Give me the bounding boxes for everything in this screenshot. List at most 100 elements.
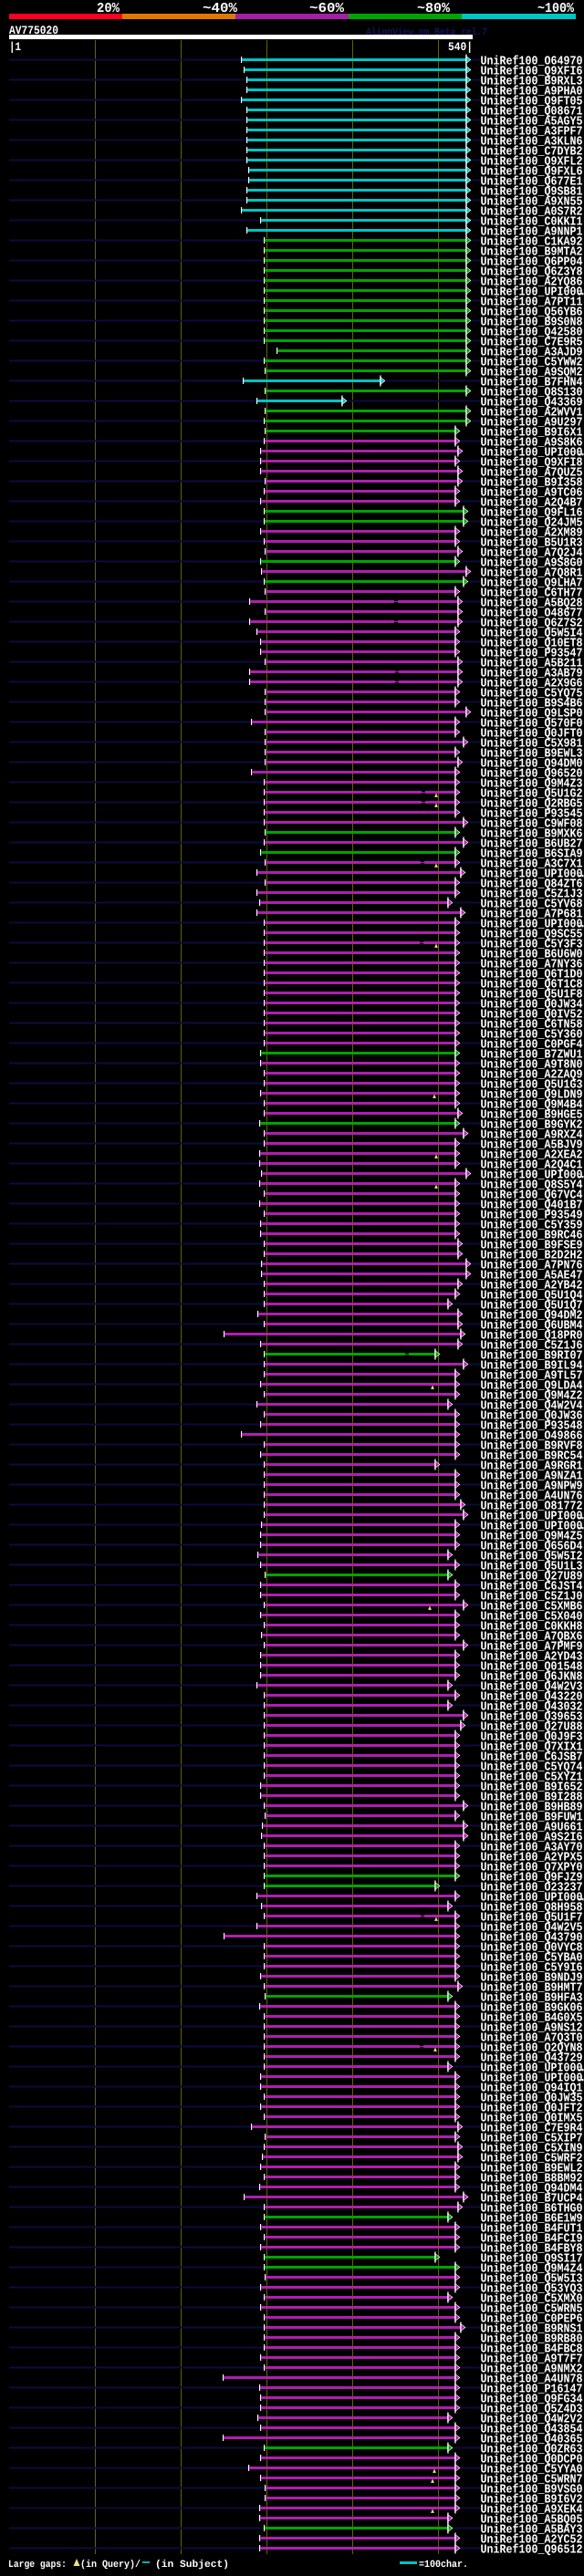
svg-text:UniRef100_Q43854: UniRef100_Q43854: [481, 2422, 583, 2436]
svg-text:UniRef100_Q7XIX1: UniRef100_Q7XIX1: [481, 1740, 583, 1754]
svg-text:UniRef100_A7NY36: UniRef100_A7NY36: [481, 957, 583, 971]
svg-text:UniRef100_A9XN55: UniRef100_A9XN55: [481, 194, 583, 209]
svg-text:UniRef100_Q4W2V2: UniRef100_Q4W2V2: [481, 2412, 583, 2426]
svg-text:UniRef100_B9IL94: UniRef100_B9IL94: [481, 1358, 583, 1373]
svg-text:UniRef100_Q9LSP0: UniRef100_Q9LSP0: [481, 706, 583, 721]
svg-text:UniRef100_A9T7F7: UniRef100_A9T7F7: [481, 2352, 583, 2366]
svg-text:UniRef100_A2Q4B7: UniRef100_A2Q4B7: [481, 495, 583, 510]
svg-text:UniRef100_C5YQ74: UniRef100_C5YQ74: [481, 1760, 583, 1774]
svg-text:UniRef100_A2YPX5: UniRef100_A2YPX5: [481, 1850, 583, 1864]
svg-text:UniRef100_A9NPW9: UniRef100_A9NPW9: [481, 1479, 583, 1493]
svg-text:UniRef100_A3AJD9: UniRef100_A3AJD9: [481, 345, 583, 359]
svg-text:UniRef100_B9HMT7: UniRef100_B9HMT7: [481, 1980, 583, 1995]
svg-text:UniRef100_B9RXL3: UniRef100_B9RXL3: [481, 74, 583, 88]
svg-text:UniRef100_B9I652: UniRef100_B9I652: [481, 1780, 583, 1794]
svg-text:UniRef100_Q5U1F8: UniRef100_Q5U1F8: [481, 987, 583, 1002]
svg-text:UniRef100_Q27U89: UniRef100_Q27U89: [481, 1569, 583, 1584]
svg-text:UniRef100_A9TL57: UniRef100_A9TL57: [481, 1368, 583, 1383]
svg-text:UniRef100_Q9FXL6: UniRef100_Q9FXL6: [481, 164, 583, 179]
svg-text:UniRef100_B9RNS1: UniRef100_B9RNS1: [481, 2322, 583, 2336]
svg-text:UniRef100_A2XM89: UniRef100_A2XM89: [481, 525, 583, 540]
svg-text:UniRef100_Q9XFI8: UniRef100_Q9XFI8: [481, 455, 583, 470]
svg-text:UniRef100_A7PN76: UniRef100_A7PN76: [481, 1258, 583, 1272]
svg-text:UniRef100_B9S0N8: UniRef100_B9S0N8: [481, 315, 583, 329]
svg-text:UniRef100_Q0VYC8: UniRef100_Q0VYC8: [481, 1940, 583, 1955]
svg-text:UniRef100_B9GYK2: UniRef100_B9GYK2: [481, 1117, 583, 1132]
svg-text:UniRef100_C5Y9I6: UniRef100_C5Y9I6: [481, 1960, 583, 1975]
svg-text:UniRef100_Q0J9F3: UniRef100_Q0J9F3: [481, 1729, 583, 1744]
svg-text:UniRef100_B9I288: UniRef100_B9I288: [481, 1790, 583, 1804]
svg-text:UniRef100_Q6T1D0: UniRef100_Q6T1D0: [481, 967, 583, 982]
svg-text:UniRef100_Q0IMX5: UniRef100_Q0IMX5: [481, 2111, 583, 2125]
svg-text:UniRef100_Q9FG34: UniRef100_Q9FG34: [481, 2392, 583, 2406]
svg-text:UniRef100_Q656D4: UniRef100_Q656D4: [481, 1539, 583, 1553]
svg-text:UniRef100_C6TN58: UniRef100_C6TN58: [481, 1017, 583, 1032]
svg-text:UniRef100_Q9LDA4: UniRef100_Q9LDA4: [481, 1378, 583, 1393]
svg-text:UniRef100_C7E9R4: UniRef100_C7E9R4: [481, 2121, 583, 2135]
svg-text:UniRef100_A2YQ86: UniRef100_A2YQ86: [481, 275, 583, 289]
svg-text:UniRef100_A5BQ05: UniRef100_A5BQ05: [481, 2512, 583, 2527]
svg-text:UniRef100_C5YV68: UniRef100_C5YV68: [481, 897, 583, 911]
svg-text:UniRef100_Q96512: UniRef100_Q96512: [481, 2542, 583, 2557]
svg-text:UniRef100_Q56YB6: UniRef100_Q56YB6: [481, 305, 583, 319]
svg-text:UniRef100_A4UN76: UniRef100_A4UN76: [481, 1489, 583, 1503]
svg-text:UniRef100_C5Z1J3: UniRef100_C5Z1J3: [481, 887, 583, 901]
svg-text:UniRef100_Q43032: UniRef100_Q43032: [481, 1699, 583, 1714]
svg-text:UniRef100_C5XYZ1: UniRef100_C5XYZ1: [481, 1770, 583, 1784]
svg-text:UniRef100_P16147: UniRef100_P16147: [481, 2382, 583, 2396]
svg-text:UniRef100_B8BM92: UniRef100_B8BM92: [481, 2171, 583, 2186]
svg-text:UniRef100_UPI000: UniRef100_UPI000: [481, 1890, 583, 1905]
svg-text:UniRef100_B4FCI9: UniRef100_B4FCI9: [481, 2231, 583, 2246]
svg-text:UniRef100_B5U1R3: UniRef100_B5U1R3: [481, 535, 583, 550]
svg-text:UniRef100_A3FPF7: UniRef100_A3FPF7: [481, 124, 583, 139]
svg-text:UniRef100_B9S4B6: UniRef100_B9S4B6: [481, 696, 583, 711]
svg-text:UniRef100_A2Q4C1: UniRef100_A2Q4C1: [481, 1158, 583, 1172]
svg-text:UniRef100_Q94DM2: UniRef100_Q94DM2: [481, 1308, 583, 1323]
svg-text:UniRef100_UPI000: UniRef100_UPI000: [481, 445, 583, 460]
svg-text:UniRef100_C5YQ75: UniRef100_C5YQ75: [481, 686, 583, 701]
svg-text:UniRef100_P93545: UniRef100_P93545: [481, 806, 583, 821]
svg-text:UniRef100_A9S8K6: UniRef100_A9S8K6: [481, 435, 583, 450]
svg-text:UniRef100_Q5U1G3: UniRef100_Q5U1G3: [481, 1077, 583, 1092]
svg-text:UniRef100_A3C7X1: UniRef100_A3C7X1: [481, 857, 583, 871]
svg-text:UniRef100_C5Y359: UniRef100_C5Y359: [481, 1218, 583, 1232]
svg-text:UniRef100_C5YBA0: UniRef100_C5YBA0: [481, 1950, 583, 1965]
svg-text:UniRef100_B9HFA3: UniRef100_B9HFA3: [481, 1990, 583, 2005]
svg-text:UniRef100_Q27U88: UniRef100_Q27U88: [481, 1719, 583, 1734]
svg-text:UniRef100_Q39653: UniRef100_Q39653: [481, 1709, 583, 1724]
svg-text:UniRef100_Q2QYN8: UniRef100_Q2QYN8: [481, 2041, 583, 2055]
svg-text:UniRef100_C5Y3F3: UniRef100_C5Y3F3: [481, 937, 583, 951]
svg-text:UniRef100_C6JSB7: UniRef100_C6JSB7: [481, 1750, 583, 1764]
svg-text:UniRef100_Q5W5I4: UniRef100_Q5W5I4: [481, 626, 583, 640]
svg-text:UniRef100_B6U6W0: UniRef100_B6U6W0: [481, 947, 583, 961]
svg-text:UniRef100_C0KKI1: UniRef100_C0KKI1: [481, 214, 583, 229]
svg-text:UniRef100_C5X040: UniRef100_C5X040: [481, 1609, 583, 1624]
svg-text:UniRef100_C0PEP6: UniRef100_C0PEP6: [481, 2311, 583, 2326]
svg-text:UniRef100_C5WRN5: UniRef100_C5WRN5: [481, 2301, 583, 2316]
svg-text:UniRef100_A9TC06: UniRef100_A9TC06: [481, 485, 583, 500]
svg-text:~100%: ~100%: [537, 1, 575, 16]
svg-text:UniRef100_Q6T1C8: UniRef100_Q6T1C8: [481, 977, 583, 992]
svg-text:UniRef100_C5YYA0: UniRef100_C5YYA0: [481, 2462, 583, 2477]
svg-text:UniRef100_B6THG0: UniRef100_B6THG0: [481, 2201, 583, 2216]
svg-text:UniRef100_B9RVF8: UniRef100_B9RVF8: [481, 1439, 583, 1453]
svg-text:UniRef100_Q2RBG5: UniRef100_Q2RBG5: [481, 796, 583, 811]
svg-text:UniRef100_UPI000: UniRef100_UPI000: [481, 2071, 583, 2085]
svg-text:UniRef100_Q5U1Q7: UniRef100_Q5U1Q7: [481, 1298, 583, 1313]
svg-text:UniRef100_Q6Z3Y8: UniRef100_Q6Z3Y8: [481, 265, 583, 279]
svg-text:UniRef100_A2WVV1: UniRef100_A2WVV1: [481, 405, 583, 420]
svg-text:UniRef100_UPI000: UniRef100_UPI000: [481, 1168, 583, 1182]
svg-text:UniRef100_A3KLN6: UniRef100_A3KLN6: [481, 134, 583, 149]
svg-text:UniRef100_B4G0X5: UniRef100_B4G0X5: [481, 2010, 583, 2025]
svg-text:UniRef100_B9MTA2: UniRef100_B9MTA2: [481, 244, 583, 259]
svg-text:UniRef100_B9VSG0: UniRef100_B9VSG0: [481, 2482, 583, 2497]
svg-text:UniRef100_B6UB27: UniRef100_B6UB27: [481, 836, 583, 851]
svg-text:UniRef100_P93548: UniRef100_P93548: [481, 1418, 583, 1433]
svg-text:UniRef100_B9RI07: UniRef100_B9RI07: [481, 1348, 583, 1363]
svg-text:UniRef100_Q9M4Z5: UniRef100_Q9M4Z5: [481, 1529, 583, 1543]
svg-text:UniRef100_A0S7R2: UniRef100_A0S7R2: [481, 204, 583, 219]
svg-text:UniRef100_O81772: UniRef100_O81772: [481, 1499, 583, 1513]
svg-text:UniRef100_B9FSE9: UniRef100_B9FSE9: [481, 1238, 583, 1252]
svg-text:UniRef100_Q9FT05: UniRef100_Q9FT05: [481, 94, 583, 109]
svg-text:UniRef100_Q5U1F7: UniRef100_Q5U1F7: [481, 1910, 583, 1925]
